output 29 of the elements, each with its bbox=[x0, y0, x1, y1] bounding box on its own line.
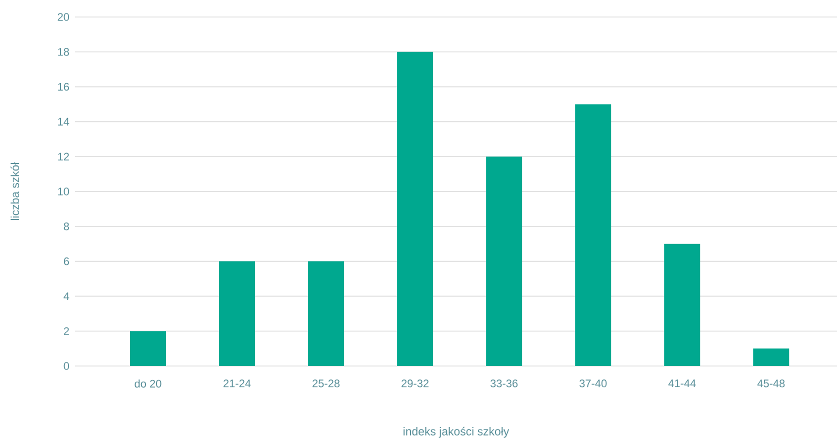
y-tick-label: 12 bbox=[58, 152, 69, 160]
y-tick-label: 20 bbox=[58, 13, 70, 21]
bar bbox=[486, 156, 522, 366]
x-tick-label: 21-24 bbox=[224, 380, 251, 388]
bar bbox=[219, 261, 256, 366]
x-tick-label: 37-40 bbox=[580, 380, 607, 388]
y-tick-label: 6 bbox=[64, 257, 69, 266]
x-tick-label: do 20 bbox=[134, 380, 162, 388]
x-axis-title: indeks jakości szkoły bbox=[404, 426, 510, 438]
y-tick-label: 2 bbox=[64, 327, 69, 335]
y-tick-label: 16 bbox=[58, 82, 69, 91]
bar bbox=[664, 244, 700, 366]
bar bbox=[575, 104, 612, 366]
bar bbox=[308, 261, 344, 366]
y-tick-label: 10 bbox=[58, 188, 70, 196]
x-tick-label: 41-44 bbox=[668, 380, 696, 388]
x-tick-label: 45-48 bbox=[757, 380, 785, 388]
y-tick-label: 18 bbox=[58, 48, 69, 56]
y-axis-title: liczba szkół bbox=[10, 162, 20, 220]
x-tick-label: 29-32 bbox=[402, 380, 429, 388]
y-tick-label: 14 bbox=[58, 118, 70, 126]
y-tick-label: 4 bbox=[64, 292, 70, 300]
y-tick-label: 0 bbox=[64, 362, 70, 370]
x-tick-label: 25-28 bbox=[312, 380, 340, 388]
bar bbox=[753, 348, 790, 366]
x-tick-label: 33-36 bbox=[490, 380, 518, 388]
y-tick-label: 8 bbox=[64, 222, 69, 230]
bar bbox=[130, 331, 166, 366]
bar bbox=[397, 52, 434, 366]
